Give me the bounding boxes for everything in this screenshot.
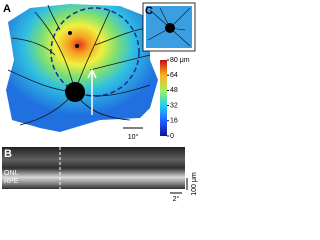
panel-label: B — [4, 148, 12, 160]
marker — [68, 31, 72, 35]
scale-label: 2° — [173, 195, 180, 203]
colorbar-tick-label: 0 — [170, 133, 174, 140]
colorbar-tick-label: 16 — [170, 118, 178, 125]
colorbar-tick-label: 64 — [170, 72, 178, 79]
inset-vessels — [147, 7, 191, 47]
layer-label: ONL — [4, 170, 19, 177]
layer-label: RPE — [4, 178, 19, 185]
colorbar-tick-label: 48 — [170, 87, 178, 94]
inset-disc — [165, 23, 175, 33]
panel-c: C — [142, 2, 196, 52]
marker — [75, 44, 79, 48]
colorbar-gradient — [160, 60, 167, 136]
panel-label: C — [145, 5, 153, 17]
panel-a: A 10° — [3, 3, 158, 141]
arrow — [87, 68, 97, 115]
colorbar-tick-label: 32 — [170, 102, 178, 109]
figure: A 10° C 80 μm 64 48 32 16 0 B ONL RPE 100 μm … — [2, 2, 198, 203]
oct-scan — [2, 147, 185, 189]
panel-label: A — [3, 3, 11, 15]
scale-label: 100 μm — [191, 172, 198, 196]
dashed-circle — [50, 7, 140, 97]
panel-b: B ONL RPE 100 μm 2° — [2, 147, 198, 203]
colorbar-tick-label: 80 μm — [170, 57, 190, 64]
optic-disc — [65, 82, 85, 102]
colorbar: 80 μm 64 48 32 16 0 — [160, 57, 190, 140]
scale-label: 10° — [128, 133, 139, 141]
